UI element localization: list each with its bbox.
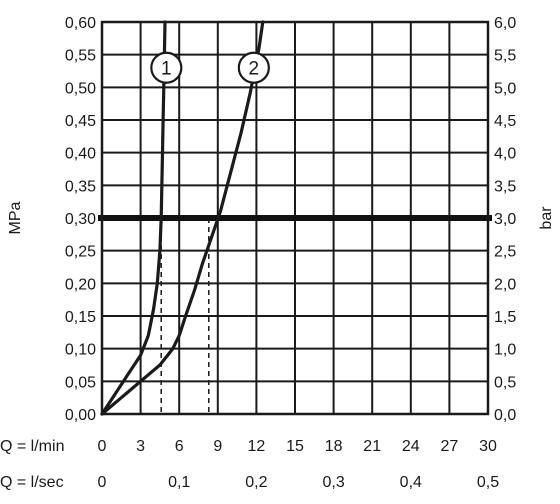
y-tick-right-0: 0,0 [494, 407, 516, 424]
drop-lines [160, 218, 210, 414]
x-tick-lmin-8: 24 [402, 438, 420, 455]
y-tick-left-7: 0,35 [65, 178, 96, 195]
y-tick-right-9: 4,5 [494, 113, 516, 130]
series-line-1 [100, 20, 167, 416]
y-tick-left-0: 0,00 [65, 407, 96, 424]
x-tick-lsec-4: 0,4 [400, 474, 422, 491]
plot-border [100, 20, 490, 416]
y-tick-left-4: 0,20 [65, 276, 96, 293]
series-marker-circle-2 [237, 51, 270, 84]
y-tick-right-6: 3,0 [494, 211, 516, 228]
series-lines [100, 20, 265, 416]
x-tick-lsec-1: 0,1 [168, 474, 190, 491]
y-tick-left-1: 0,05 [65, 374, 96, 391]
x-tick-lmin-2: 6 [175, 438, 184, 455]
x-tick-lsec-2: 0,2 [245, 474, 267, 491]
plot-frame [100, 20, 490, 416]
y-tick-left-5: 0,25 [65, 244, 96, 261]
x-tick-lsec-5: 0,5 [477, 474, 499, 491]
y-tick-left-12: 0,60 [65, 15, 96, 32]
y-tick-right-7: 3,5 [494, 178, 516, 195]
y-tick-left-9: 0,45 [65, 113, 96, 130]
y-tick-left-8: 0,40 [65, 146, 96, 163]
x-axis-row-label-lmin: Q = l/min [0, 438, 64, 455]
x-tick-lmin-9: 27 [441, 438, 459, 455]
x-tick-lmin-0: 0 [98, 438, 107, 455]
y-tick-right-3: 1,5 [494, 309, 516, 326]
y-axis-label-right: bar [538, 206, 555, 230]
series-line-2 [100, 20, 265, 416]
x-axis-row-label-lsec: Q = l/sec [0, 474, 64, 491]
y-tick-right-5: 2,5 [494, 244, 516, 261]
x-tick-lmin-10: 30 [479, 438, 497, 455]
y-tick-right-11: 5,5 [494, 48, 516, 65]
x-tick-lmin-7: 21 [363, 438, 381, 455]
x-tick-lmin-4: 12 [248, 438, 266, 455]
y-tick-right-12: 6,0 [494, 15, 516, 32]
y-tick-right-4: 2,0 [494, 276, 516, 293]
series-marker-label-1: 1 [161, 59, 172, 80]
series-marker-circle-1 [150, 51, 183, 84]
x-tick-lmin-6: 18 [325, 438, 343, 455]
y-tick-right-2: 1,0 [494, 342, 516, 359]
tick-labels: 0,00 0,00,05 0,50,10 1,00,15 1,50,20 2,00,25 2… [65, 15, 516, 491]
y-tick-left-10: 0,50 [65, 80, 96, 97]
x-tick-lmin-3: 9 [213, 438, 222, 455]
x-tick-lsec-0: 0 [98, 474, 107, 491]
x-tick-lmin-5: 15 [286, 438, 304, 455]
y-tick-right-10: 5,0 [494, 80, 516, 97]
y-tick-right-8: 4,0 [494, 146, 516, 163]
x-tick-lmin-1: 3 [136, 438, 145, 455]
y-tick-left-3: 0,15 [65, 309, 96, 326]
y-tick-left-6: 0,30 [65, 211, 96, 228]
y-tick-right-1: 0,5 [494, 374, 516, 391]
x-tick-lsec-3: 0,3 [322, 474, 344, 491]
series-marker-label-2: 2 [249, 59, 260, 80]
y-tick-left-2: 0,10 [65, 342, 96, 359]
y-axis-label-left: MPa [7, 201, 24, 234]
y-tick-left-11: 0,55 [65, 48, 96, 65]
